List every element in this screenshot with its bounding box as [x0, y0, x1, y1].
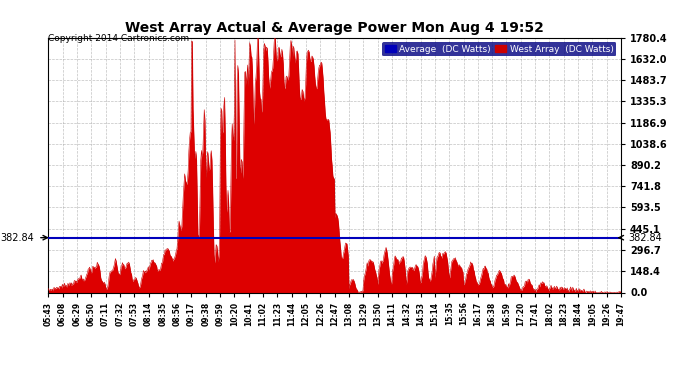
Text: 382.84: 382.84 — [628, 232, 662, 243]
Text: Copyright 2014 Cartronics.com: Copyright 2014 Cartronics.com — [48, 34, 190, 43]
Title: West Array Actual & Average Power Mon Aug 4 19:52: West Array Actual & Average Power Mon Au… — [125, 21, 544, 35]
Legend: Average  (DC Watts), West Array  (DC Watts): Average (DC Watts), West Array (DC Watts… — [382, 42, 616, 56]
Text: 382.84: 382.84 — [1, 232, 34, 243]
